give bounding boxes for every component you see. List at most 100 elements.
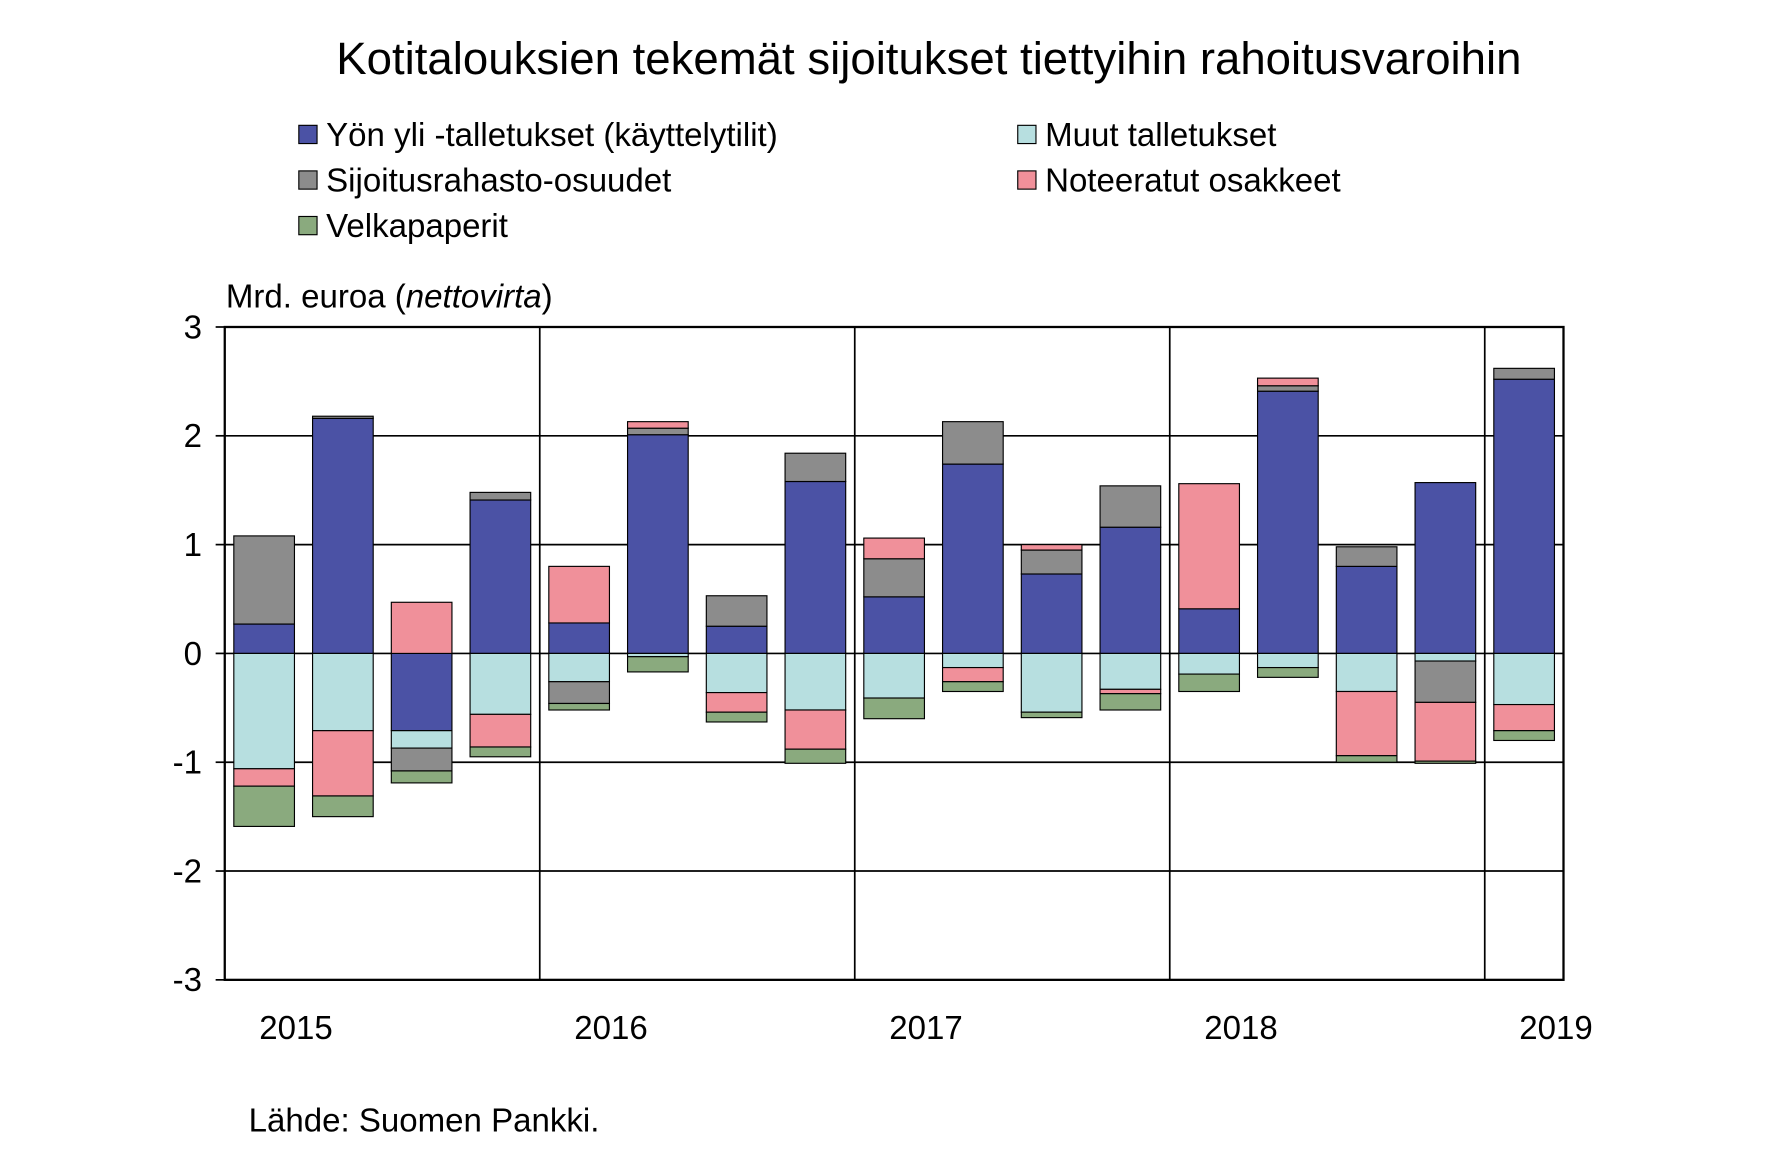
bar-segment [233,652,296,770]
bar-segment [1414,701,1477,762]
legend-swatch [298,215,318,236]
bar-segment [1099,526,1162,654]
bar-segment [784,452,847,483]
bar-segment [390,747,453,772]
bar-segment [1414,760,1477,764]
plot-frame [223,325,1565,981]
bar-segment [626,421,689,429]
bar-segment [1020,544,1083,551]
bar-segment [626,656,689,673]
bar-segment [1178,673,1241,693]
bar-segment [233,535,296,625]
bar-segment [705,652,768,694]
bar-segment [863,652,926,699]
bar-segment [1256,652,1319,669]
bar-segment [1256,666,1319,678]
bar-segment [1335,546,1398,567]
legend-swatch [1017,170,1037,190]
bar-segment [705,711,768,723]
bar-segment [863,558,926,598]
bar-segment [941,666,1004,683]
bar-segment [626,434,689,654]
y-label-part: Mrd. euroa ( [226,279,406,316]
x-tick-label: 2018 [1204,1010,1277,1047]
bar-segment [1099,693,1162,711]
bar-segment [1335,690,1398,757]
legend-label: Muut talletukset [1045,117,1276,154]
bar-segment [548,565,611,624]
bar-segment [705,692,768,713]
legend-swatch [298,170,318,190]
y-tick-label: -1 [173,745,202,782]
bar-segment [233,768,296,787]
bar-segment [1099,688,1162,695]
bar-segment [1020,652,1083,713]
bar-segment [390,730,453,749]
bar-segment [1256,390,1319,654]
bar-segment [1335,652,1398,693]
bar-segment [705,625,768,654]
bar-segment [626,427,689,436]
bar-segment [1099,485,1162,528]
legend-swatch [298,124,318,145]
y-tick-label: 0 [184,636,202,673]
bar-segment [233,785,296,827]
bar-segment [1178,608,1241,654]
legend-label: Yön yli -talletukset (käyttelytilit) [326,117,778,154]
bar-segment [469,713,532,748]
x-tick-label: 2017 [889,1010,962,1047]
bar-segment [390,601,453,654]
legend-label: Sijoitusrahasto-osuudet [326,162,671,199]
bar-segment [784,652,847,711]
y-label-part: nettovirta [406,279,542,316]
bar-segment [390,652,453,732]
y-axis-label: Mrd. euroa (nettovirta) [226,279,553,316]
bar-segment [1493,367,1556,380]
bar-segment [1020,573,1083,654]
y-label-part: ) [542,279,553,316]
bar-segment [705,595,768,627]
bar-segment [548,702,611,711]
bar-segment [1178,483,1241,610]
bars [233,367,1556,827]
legend-label: Velkapaperit [326,208,508,245]
bar-segment [390,770,453,784]
bar-segment [469,746,532,758]
legend-swatch [1017,124,1037,145]
bar-segment [1493,652,1556,706]
y-tick-label: 2 [184,418,202,455]
bar-segment [1256,385,1319,392]
bar-segment [548,622,611,654]
bar-segment [1256,377,1319,387]
bar-segment [469,499,532,654]
x-tick-label: 2019 [1519,1010,1592,1047]
bar-segment [941,681,1004,693]
bar-segment [784,709,847,750]
bar-segment [1414,660,1477,703]
bar-segment [548,652,611,683]
bar-segment [863,697,926,720]
bar-segment [1493,703,1556,732]
bar-segment [784,480,847,654]
bar-segment [311,730,374,797]
legend-label: Noteeratut osakkeet [1045,162,1341,199]
bar-segment [1414,652,1477,662]
bar-segment [941,463,1004,654]
bar-segment [469,491,532,501]
bar-segment [1493,730,1556,742]
x-tick-label: 2015 [259,1010,332,1047]
bar-segment [1020,549,1083,575]
chart-title: Kotitalouksien tekemät sijoitukset tiett… [336,33,1521,84]
bar-segment [311,417,374,654]
bar-segment [1020,711,1083,719]
bar-segment [1099,652,1162,690]
bar-segment [469,652,532,715]
bar-segment [863,537,926,560]
bar-segment [1493,378,1556,654]
bar-segment [863,596,926,654]
bar-segment [311,652,374,732]
bar-segment [1414,482,1477,654]
bar-segment [311,415,374,419]
y-tick-label: -2 [173,853,202,890]
